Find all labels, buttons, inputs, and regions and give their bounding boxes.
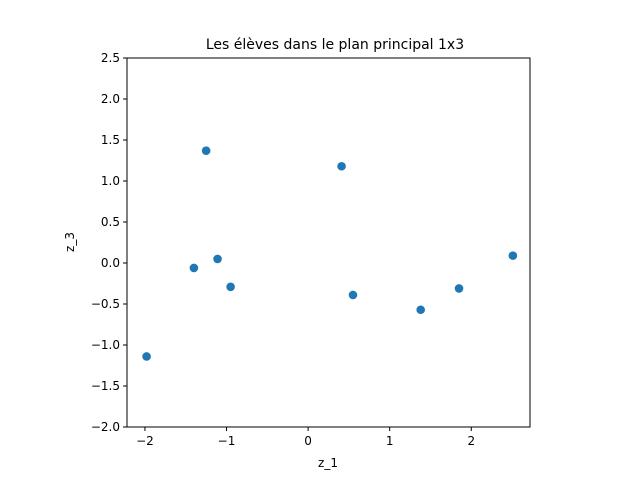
scatter-point	[226, 282, 235, 292]
scatter-point	[213, 254, 222, 264]
scatter-point	[508, 251, 518, 260]
chart-title: Les élèves dans le plan principal 1x3	[206, 37, 464, 53]
scatter-point	[454, 284, 464, 293]
scatter-point	[348, 290, 358, 300]
y-tick-label: 1.5	[101, 133, 120, 147]
axes-frame	[126, 57, 531, 428]
scatter-point	[189, 263, 199, 273]
y-axis-label: z_3	[63, 232, 77, 252]
scatter-point	[201, 146, 211, 155]
x-tick-label: 0	[304, 434, 312, 448]
scatter-point	[337, 161, 346, 171]
plot-area	[142, 146, 518, 361]
y-tick-label: 1.0	[101, 174, 120, 188]
y-tick-label: −0.5	[91, 297, 120, 311]
y-tick-label: −1.5	[91, 379, 120, 393]
y-axis: −2.0 −1.5 −1.0 −0.5 0.0 0.5 1.0 1.5 2.0 2.5	[91, 51, 127, 434]
x-axis: −2 −1 0 1 2	[136, 427, 475, 448]
y-tick-label: −1.0	[91, 338, 120, 352]
y-tick-label: 2.0	[101, 92, 120, 106]
x-tick-label: −2	[136, 434, 154, 448]
scatter-point	[416, 305, 425, 315]
y-tick-label: 0.5	[101, 215, 120, 229]
y-tick-label: −2.0	[91, 420, 120, 434]
x-tick-label: 2	[467, 434, 475, 448]
y-tick-label: 2.5	[101, 51, 120, 65]
x-axis-label: z_1	[318, 456, 338, 470]
x-tick-label: −1	[218, 434, 236, 448]
scatter-point	[142, 352, 151, 361]
y-tick-label: 0.0	[101, 256, 120, 270]
x-tick-label: 1	[386, 434, 394, 448]
